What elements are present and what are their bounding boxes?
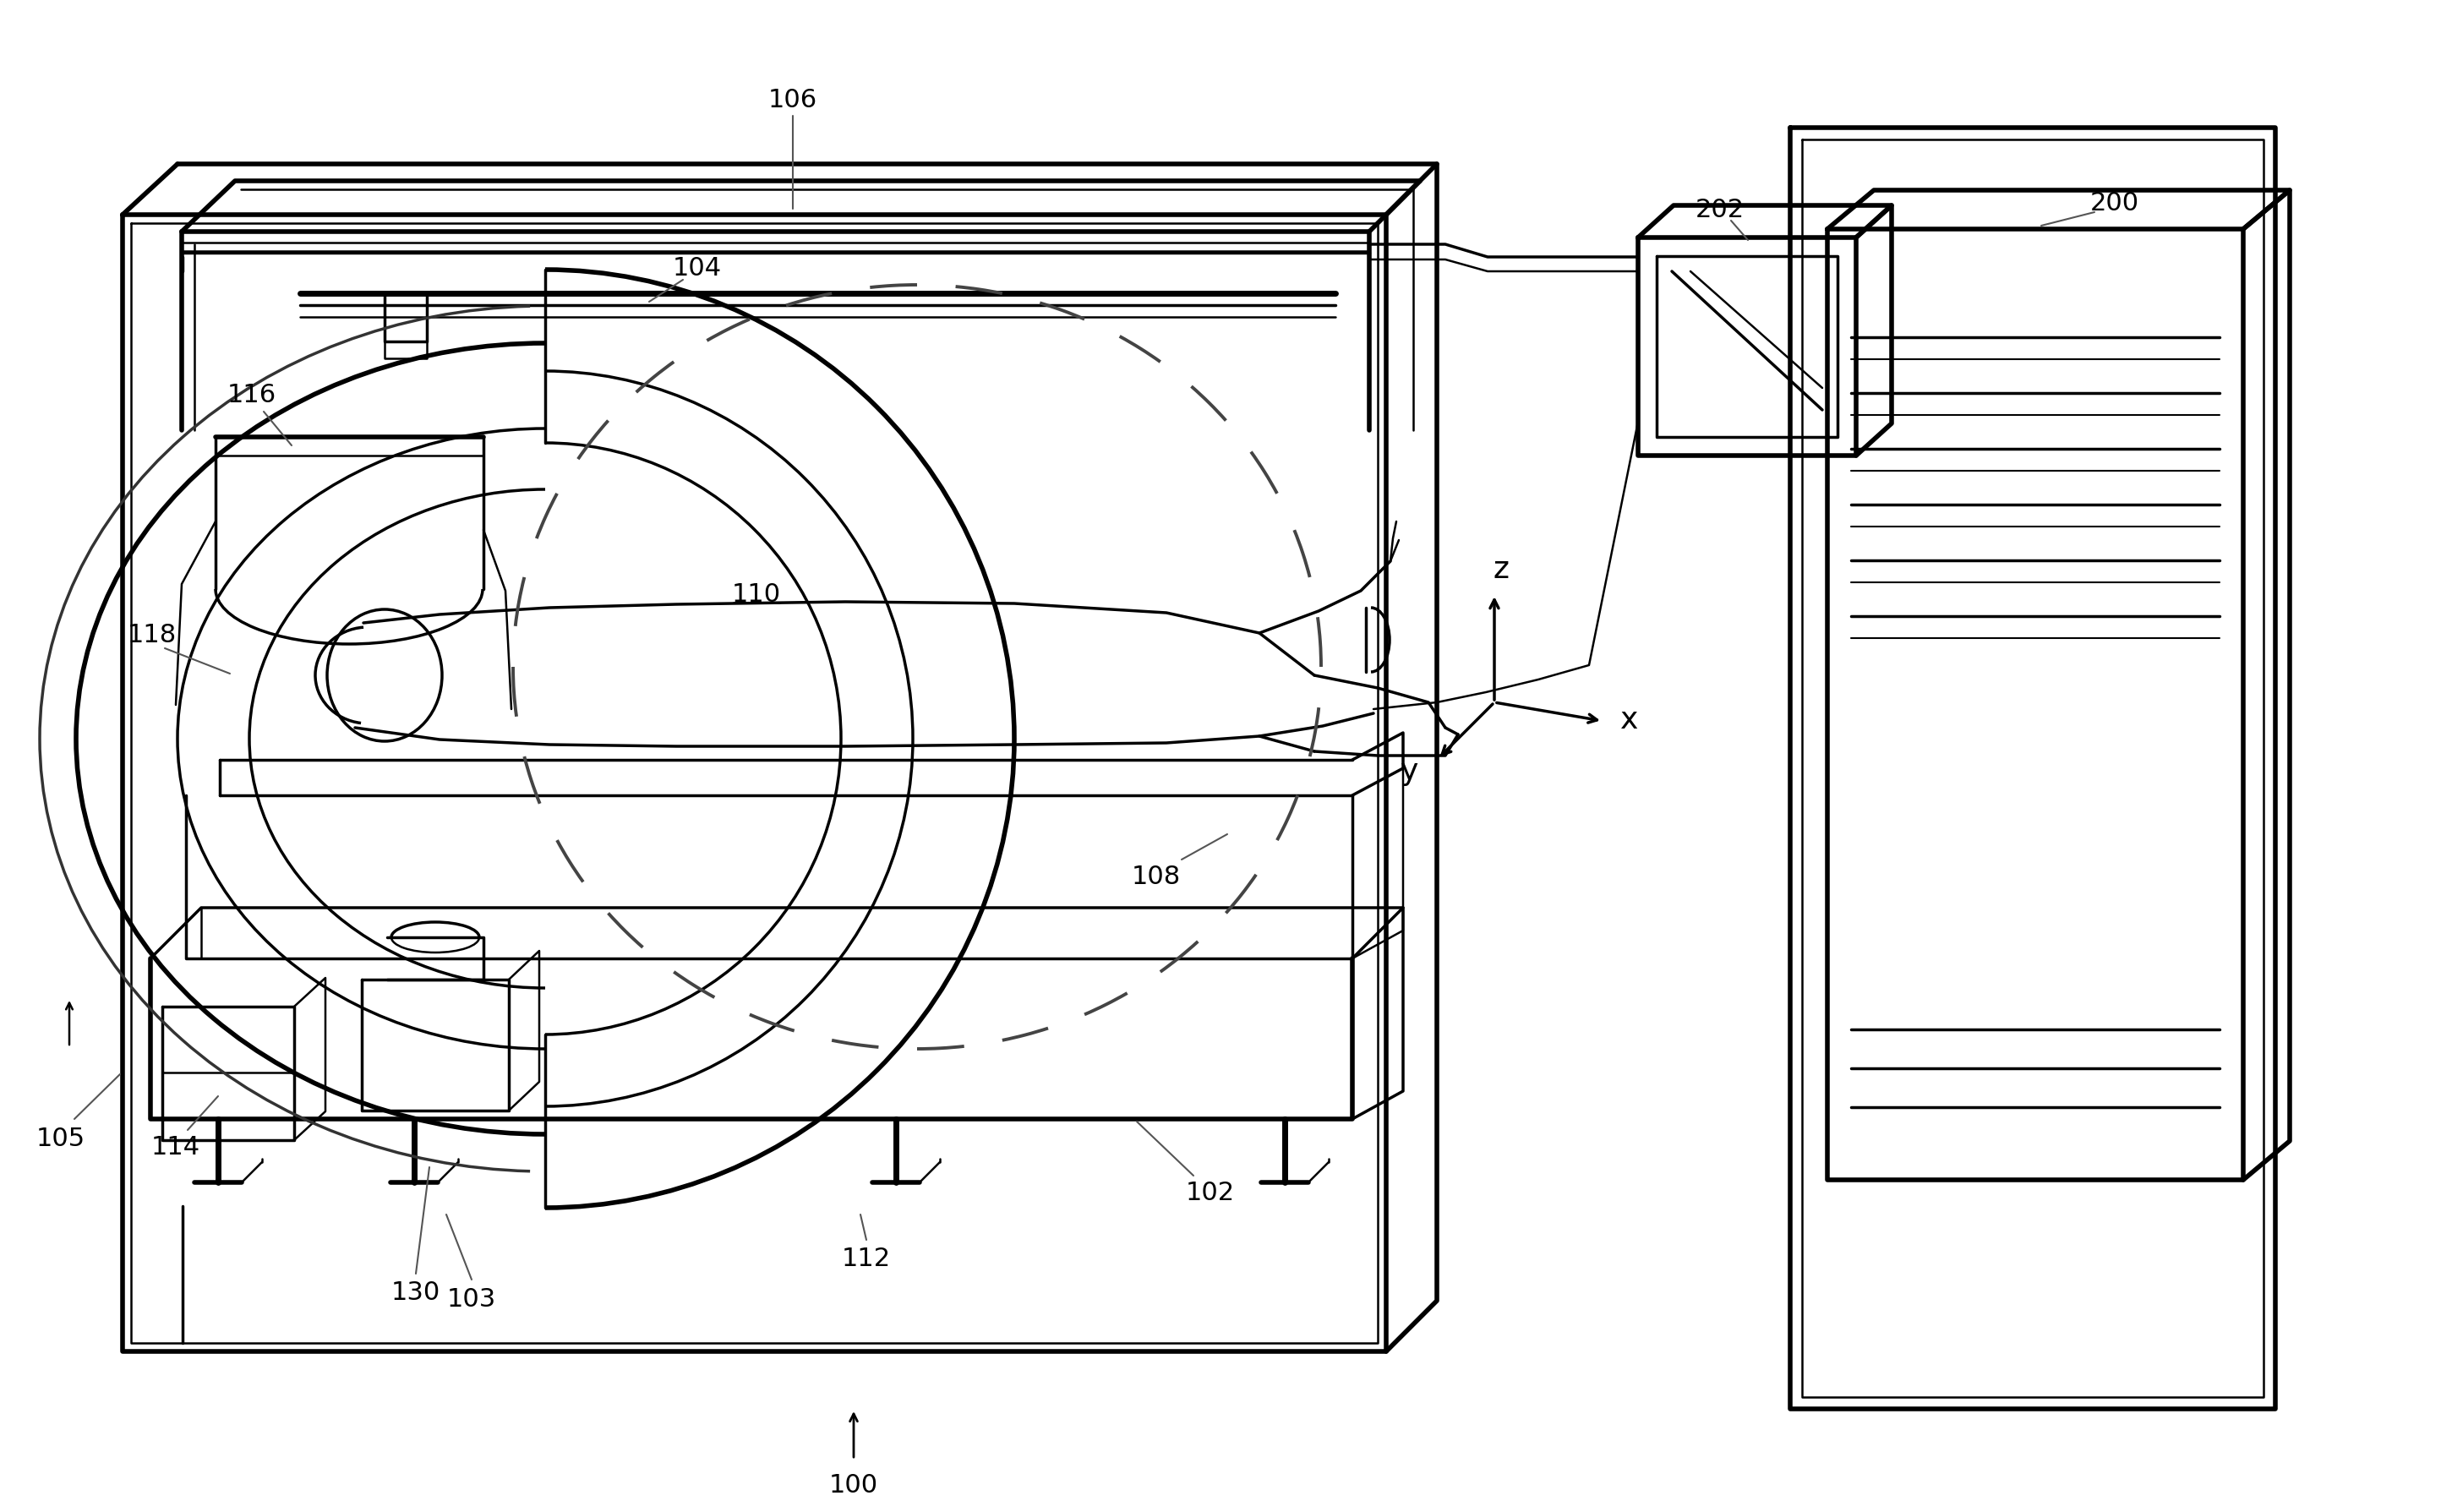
Text: 130: 130 bbox=[391, 1281, 439, 1305]
Text: 200: 200 bbox=[2089, 191, 2138, 215]
Text: 108: 108 bbox=[1133, 865, 1181, 889]
Text: 106: 106 bbox=[769, 88, 818, 112]
Text: 118: 118 bbox=[127, 623, 176, 647]
Text: 114: 114 bbox=[151, 1136, 200, 1160]
Text: y: y bbox=[1401, 756, 1418, 785]
Text: 105: 105 bbox=[37, 1126, 85, 1151]
Text: 104: 104 bbox=[674, 257, 723, 281]
Text: z: z bbox=[1494, 555, 1509, 584]
Text: 103: 103 bbox=[447, 1287, 496, 1311]
Text: x: x bbox=[1621, 705, 1638, 733]
Text: 202: 202 bbox=[1696, 197, 1745, 222]
Text: 102: 102 bbox=[1186, 1181, 1235, 1205]
Text: 100: 100 bbox=[830, 1473, 879, 1497]
Text: 110: 110 bbox=[732, 582, 781, 606]
Text: 116: 116 bbox=[227, 383, 276, 408]
Text: 112: 112 bbox=[842, 1246, 891, 1272]
